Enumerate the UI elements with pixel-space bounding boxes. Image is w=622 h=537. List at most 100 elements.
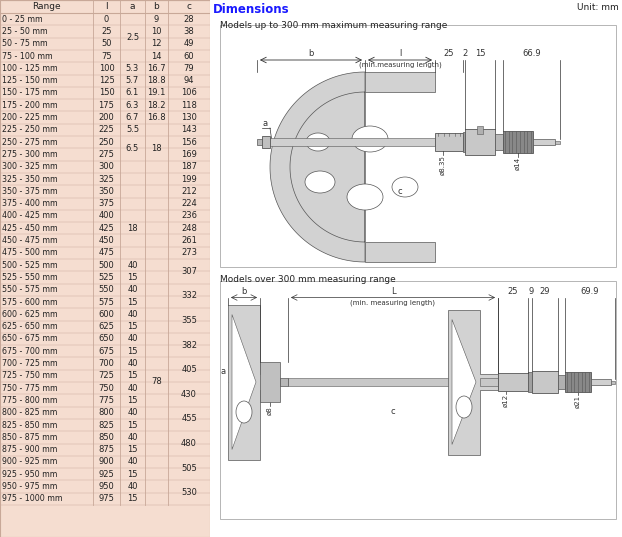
- Text: 2: 2: [463, 49, 468, 59]
- Text: 75 - 100 mm: 75 - 100 mm: [2, 52, 53, 61]
- Polygon shape: [257, 139, 262, 145]
- Text: 850 - 875 mm: 850 - 875 mm: [2, 433, 57, 442]
- Polygon shape: [477, 126, 483, 134]
- Polygon shape: [232, 315, 256, 449]
- Text: 18: 18: [151, 144, 162, 153]
- Polygon shape: [611, 381, 615, 383]
- Polygon shape: [533, 139, 555, 145]
- Text: 625: 625: [98, 322, 114, 331]
- Text: a: a: [130, 2, 135, 11]
- Text: 800 - 825 mm: 800 - 825 mm: [2, 408, 57, 417]
- Text: 19.1: 19.1: [147, 89, 165, 97]
- Text: 500 - 525 mm: 500 - 525 mm: [2, 260, 58, 270]
- Text: 40: 40: [128, 383, 137, 393]
- Text: 5.5: 5.5: [126, 125, 139, 134]
- Text: ø8.35: ø8.35: [440, 155, 446, 175]
- Text: l: l: [105, 2, 108, 11]
- Ellipse shape: [352, 126, 388, 152]
- Text: 261: 261: [181, 236, 197, 245]
- Text: 275 - 300 mm: 275 - 300 mm: [2, 150, 58, 159]
- Text: 355: 355: [181, 316, 197, 325]
- Text: 430: 430: [181, 390, 197, 399]
- Polygon shape: [463, 132, 468, 152]
- Text: 40: 40: [128, 260, 137, 270]
- Text: 6.1: 6.1: [126, 89, 139, 97]
- Text: 525: 525: [99, 273, 114, 282]
- Ellipse shape: [305, 171, 335, 193]
- Text: 49: 49: [183, 39, 194, 48]
- Text: Range: Range: [32, 2, 61, 11]
- Text: 325 - 350 mm: 325 - 350 mm: [2, 175, 58, 184]
- Text: 575: 575: [98, 297, 114, 307]
- Text: 450 - 475 mm: 450 - 475 mm: [2, 236, 58, 245]
- Polygon shape: [528, 372, 534, 392]
- Text: 273: 273: [181, 248, 197, 257]
- Text: 25: 25: [101, 27, 112, 36]
- Text: 800: 800: [98, 408, 114, 417]
- Text: 650 - 675 mm: 650 - 675 mm: [2, 335, 58, 344]
- Polygon shape: [280, 378, 288, 386]
- Text: 350 - 375 mm: 350 - 375 mm: [2, 187, 58, 196]
- Text: 150: 150: [99, 89, 114, 97]
- Text: 0 - 25 mm: 0 - 25 mm: [2, 14, 43, 24]
- Text: 29: 29: [540, 287, 550, 296]
- Text: 15: 15: [475, 49, 485, 59]
- Text: 250: 250: [99, 137, 114, 147]
- Ellipse shape: [392, 177, 418, 197]
- Text: 40: 40: [128, 310, 137, 319]
- Text: Dimensions: Dimensions: [213, 3, 290, 16]
- Text: 225: 225: [99, 125, 114, 134]
- Bar: [220, 281, 616, 519]
- Ellipse shape: [236, 401, 252, 423]
- Text: 175: 175: [98, 101, 114, 110]
- Text: b: b: [309, 49, 313, 59]
- Polygon shape: [532, 371, 558, 393]
- Text: (min.measuring length): (min.measuring length): [359, 62, 442, 69]
- Text: 375 - 400 mm: 375 - 400 mm: [2, 199, 58, 208]
- Text: 300 - 325 mm: 300 - 325 mm: [2, 162, 58, 171]
- Polygon shape: [495, 134, 503, 150]
- Bar: [220, 25, 616, 267]
- Text: 900 - 925 mm: 900 - 925 mm: [2, 458, 57, 467]
- Text: 16.7: 16.7: [147, 64, 166, 73]
- Text: 900: 900: [99, 458, 114, 467]
- Text: 400: 400: [99, 212, 114, 221]
- Polygon shape: [498, 373, 528, 391]
- Text: 15: 15: [128, 297, 137, 307]
- Text: 575 - 600 mm: 575 - 600 mm: [2, 297, 58, 307]
- Text: 225 - 250 mm: 225 - 250 mm: [2, 125, 58, 134]
- Text: 675 - 700 mm: 675 - 700 mm: [2, 347, 58, 355]
- Polygon shape: [480, 378, 498, 386]
- Polygon shape: [555, 141, 560, 143]
- Text: ø8: ø8: [267, 406, 273, 415]
- Text: 94: 94: [183, 76, 194, 85]
- Text: 300: 300: [98, 162, 114, 171]
- Text: 212: 212: [181, 187, 197, 196]
- Text: 0: 0: [104, 14, 109, 24]
- Text: 69.9: 69.9: [581, 287, 599, 296]
- Text: 700: 700: [98, 359, 114, 368]
- Text: a: a: [263, 120, 268, 128]
- Text: c: c: [391, 408, 396, 417]
- Text: 275: 275: [98, 150, 114, 159]
- Text: L: L: [391, 287, 396, 296]
- Text: 6.3: 6.3: [126, 101, 139, 110]
- Text: 530: 530: [181, 488, 197, 497]
- Text: 50: 50: [101, 39, 112, 48]
- Polygon shape: [262, 136, 270, 148]
- Text: 100: 100: [99, 64, 114, 73]
- Text: 750: 750: [98, 383, 114, 393]
- Text: 15: 15: [128, 273, 137, 282]
- Text: 66.9: 66.9: [522, 49, 541, 59]
- Text: 187: 187: [181, 162, 197, 171]
- Text: 975: 975: [98, 495, 114, 503]
- Text: ø21: ø21: [575, 395, 581, 408]
- Ellipse shape: [306, 133, 330, 151]
- Polygon shape: [288, 378, 460, 386]
- Text: 750 - 775 mm: 750 - 775 mm: [2, 383, 58, 393]
- Text: 10: 10: [151, 27, 162, 36]
- Text: 18: 18: [127, 224, 138, 233]
- Text: 15: 15: [128, 396, 137, 405]
- Polygon shape: [465, 129, 495, 155]
- Text: 236: 236: [181, 212, 197, 221]
